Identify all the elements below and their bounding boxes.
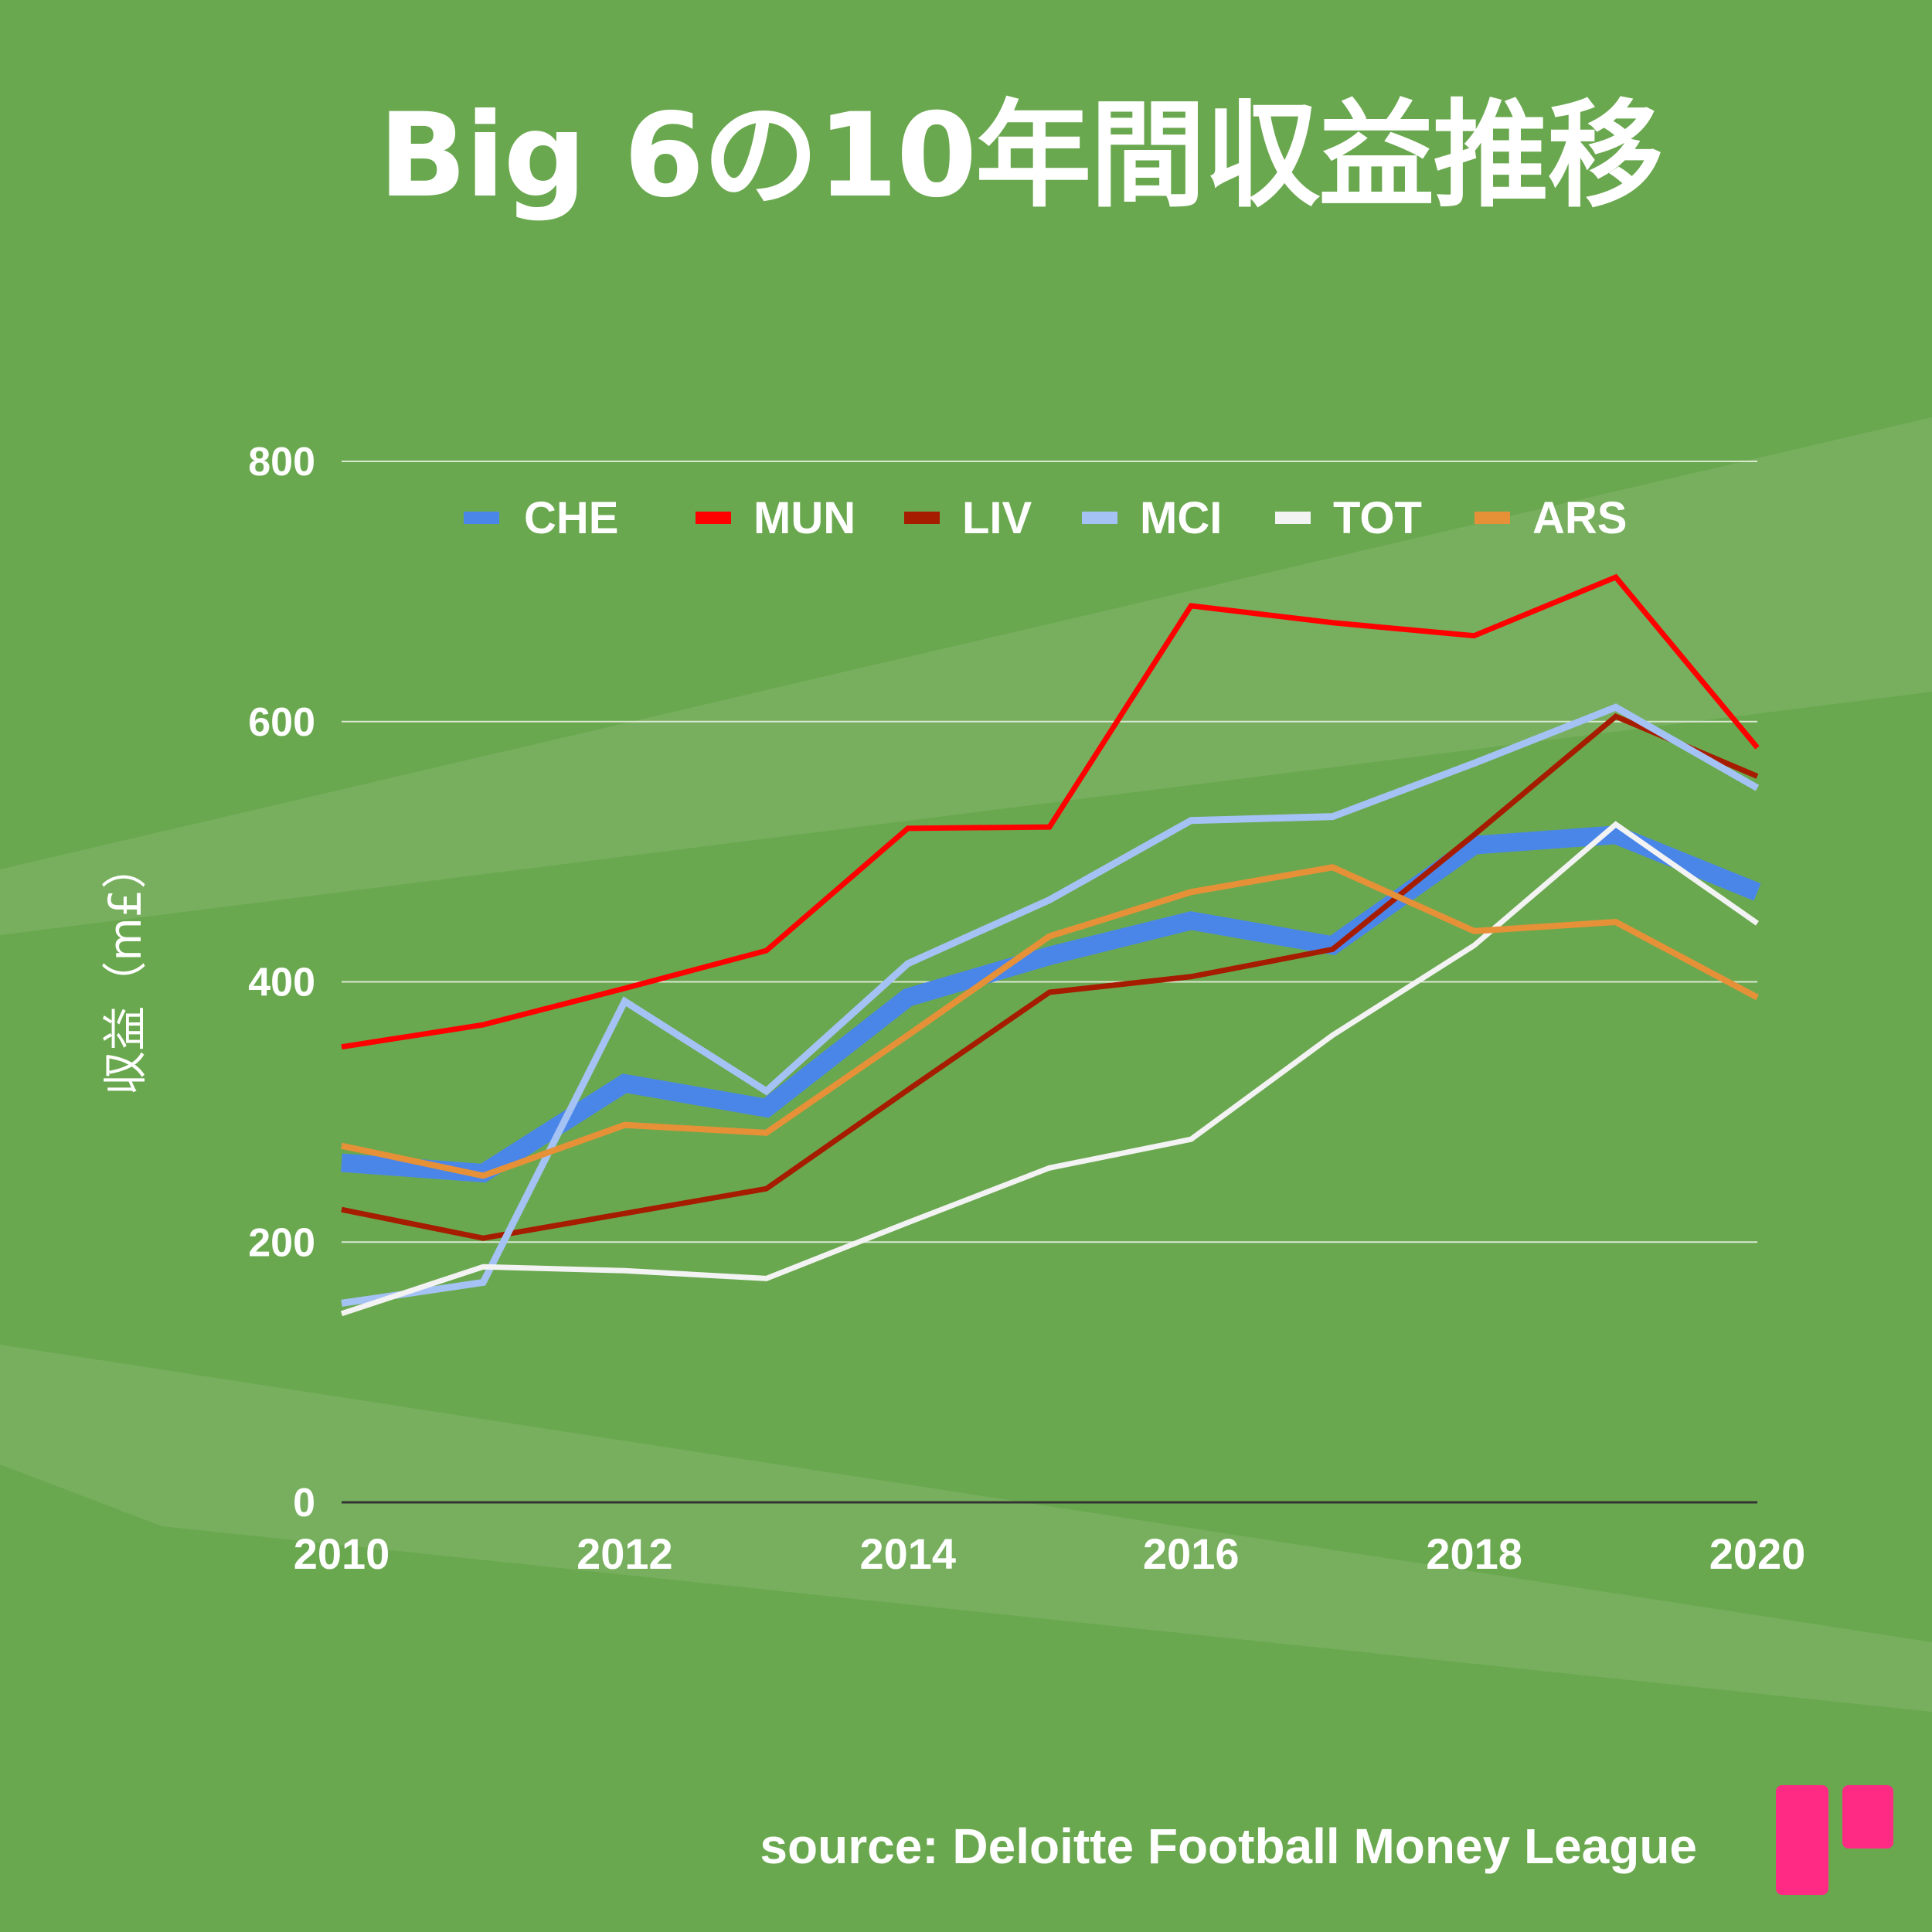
gridlines xyxy=(342,461,1757,1504)
series-line-mci xyxy=(341,703,1760,1307)
legend: CHE MUN LIV MCI TOT ARS xyxy=(464,493,1627,543)
series-line-tot xyxy=(340,821,1760,1317)
series-lines xyxy=(340,573,1761,1317)
legend-swatch-mun xyxy=(696,512,731,524)
x-axis-ticks: 2010 2012 2014 2016 2018 2020 xyxy=(294,1529,1806,1578)
series-line-ars xyxy=(341,864,1759,1179)
legend-label-mci: MCI xyxy=(1140,493,1222,543)
y-axis-ticks: 0 200 400 600 800 xyxy=(248,440,315,1526)
source-credit: source: Deloitte Football Money League xyxy=(760,1818,1697,1874)
x-tick-label: 2018 xyxy=(1426,1529,1522,1578)
series-line-liv xyxy=(341,713,1759,1241)
legend-label-tot: TOT xyxy=(1333,493,1422,543)
legend-swatch-che xyxy=(464,512,499,524)
legend-label-ars: ARS xyxy=(1532,493,1627,543)
series-line-che xyxy=(341,825,1761,1183)
y-axis-label: 収益（m£） xyxy=(99,844,151,1095)
logo-bar-left xyxy=(1776,1785,1828,1895)
y-tick-label: 400 xyxy=(248,961,315,1005)
legend-label-che: CHE xyxy=(524,493,618,543)
x-tick-label: 2014 xyxy=(860,1529,957,1578)
y-tick-label: 200 xyxy=(248,1220,315,1265)
legend-swatch-liv xyxy=(904,512,940,524)
y-tick-label: 800 xyxy=(248,440,315,485)
legend-swatch-tot xyxy=(1275,512,1311,524)
brand-logo xyxy=(1776,1785,1907,1901)
legend-label-mun: MUN xyxy=(753,493,855,543)
y-tick-label: 600 xyxy=(248,700,315,745)
legend-swatch-ars xyxy=(1475,512,1510,524)
x-tick-label: 2010 xyxy=(294,1529,390,1578)
series-line-mun xyxy=(341,573,1760,1050)
legend-label-liv: LIV xyxy=(962,493,1032,543)
logo-bar-right xyxy=(1842,1785,1893,1849)
x-tick-label: 2016 xyxy=(1143,1529,1240,1578)
legend-swatch-mci xyxy=(1082,512,1117,524)
page-title: Big 6の10年間収益推移 xyxy=(378,89,1663,223)
x-tick-label: 2012 xyxy=(577,1529,673,1578)
y-tick-label: 0 xyxy=(293,1481,315,1526)
x-tick-label: 2020 xyxy=(1709,1529,1806,1578)
